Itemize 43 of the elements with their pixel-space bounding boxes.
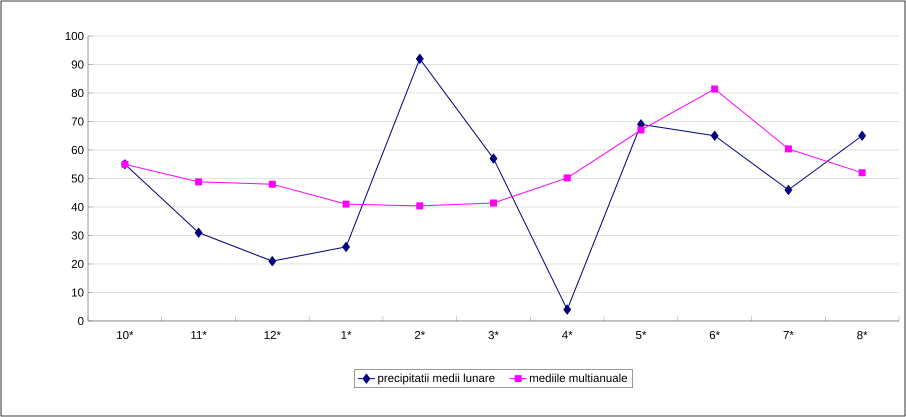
point xyxy=(194,228,202,238)
x-tick-label: 10* xyxy=(117,331,134,340)
point xyxy=(416,202,424,210)
point xyxy=(637,126,644,134)
point xyxy=(784,184,792,195)
x-tick-label: 12* xyxy=(264,331,281,340)
point xyxy=(710,130,719,141)
point xyxy=(342,200,350,208)
point xyxy=(858,130,866,141)
point xyxy=(268,180,276,188)
point xyxy=(490,154,498,164)
x-tick-label: 8* xyxy=(857,331,868,340)
y-tick-label: 40 xyxy=(71,202,84,212)
y-tick-label: 90 xyxy=(72,60,84,69)
y-tick-label: 100 xyxy=(66,32,84,40)
point xyxy=(195,178,202,186)
point xyxy=(784,145,792,152)
y-tick-label: 60 xyxy=(72,146,84,154)
point xyxy=(564,174,571,182)
y-tick-label: 80 xyxy=(72,88,84,98)
y-tick-label: 0 xyxy=(78,316,84,326)
x-tick-label: 1* xyxy=(341,331,352,339)
point xyxy=(858,169,866,176)
y-tick-label: 10 xyxy=(72,288,84,297)
x-tick-label: 6* xyxy=(710,331,720,340)
point xyxy=(711,86,718,93)
y-tick-label: 20 xyxy=(72,260,84,268)
legend-label: precipitatii medii lunare xyxy=(378,374,495,384)
x-tick-label: 11* xyxy=(191,331,207,339)
point xyxy=(490,200,498,206)
point xyxy=(268,256,276,266)
y-tick-label: 50 xyxy=(72,174,84,183)
x-tick-label: 2* xyxy=(414,331,426,340)
legend-label: mediile multianuale xyxy=(530,374,628,382)
y-tick-label: 70 xyxy=(72,117,84,126)
x-tick-label: 4* xyxy=(562,331,572,339)
point xyxy=(342,242,350,252)
x-tick-label: 3* xyxy=(488,331,499,340)
x-tick-label: 5* xyxy=(636,331,646,340)
x-tick-label: 7* xyxy=(784,331,794,339)
point xyxy=(416,54,424,64)
y-tick-label: 30 xyxy=(72,231,84,240)
point xyxy=(563,304,572,315)
